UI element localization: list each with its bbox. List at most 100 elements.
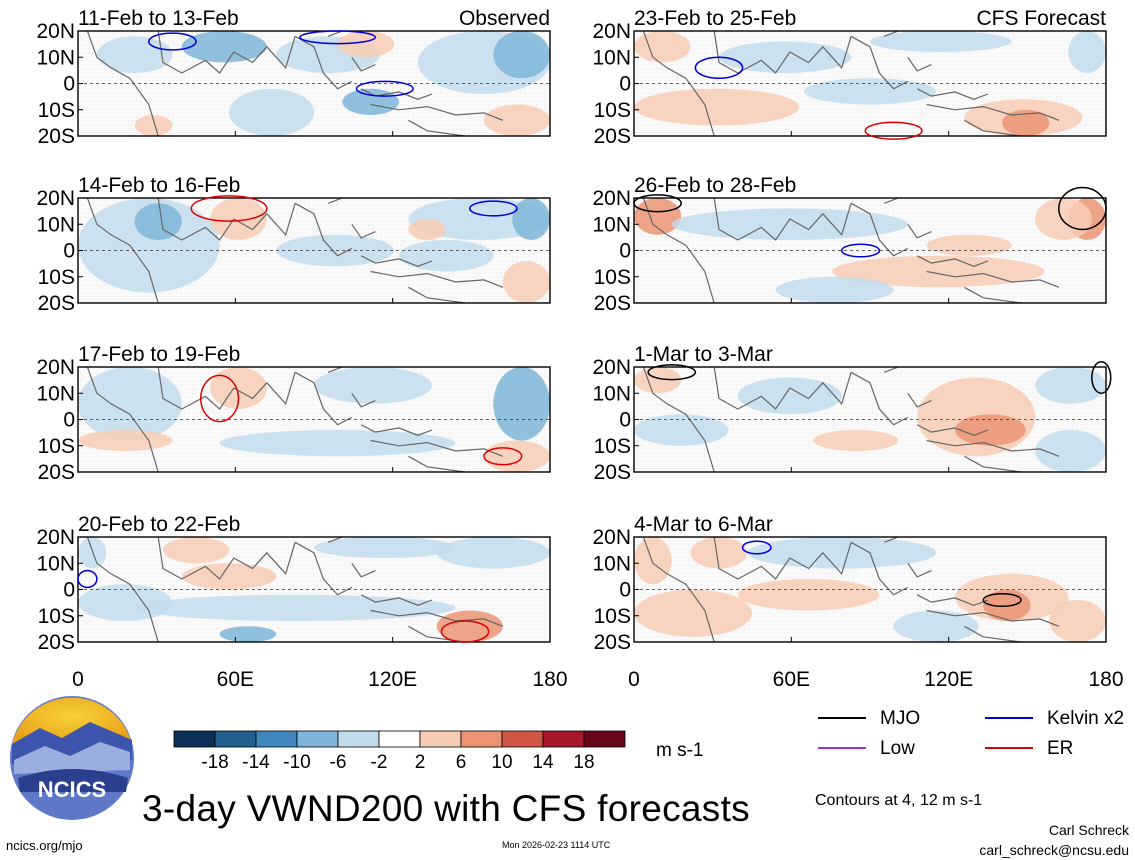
field-patch — [634, 88, 800, 126]
panel-period: 23-Feb to 25-Feb — [634, 7, 796, 30]
coastline — [360, 594, 433, 606]
coastline — [408, 286, 466, 303]
x-tick-label: 120E — [368, 668, 417, 691]
coastline — [157, 537, 296, 580]
field-patch — [493, 31, 550, 79]
coastline — [916, 424, 989, 436]
colorbar-label: 6 — [456, 752, 467, 773]
y-tick-label: 0 — [619, 240, 631, 263]
field-patch — [78, 430, 173, 451]
y-tick-label: 20S — [594, 461, 631, 484]
colorbar-swatch — [214, 730, 257, 748]
logo-valley — [18, 769, 128, 792]
y-tick-label: 10S — [38, 266, 75, 289]
footer-credit: Carl Schreck carl_schreck@ncsu.edu — [979, 820, 1129, 860]
coastline — [642, 367, 715, 472]
field-patch — [803, 78, 937, 105]
field-patch — [408, 219, 447, 240]
field-patch — [775, 276, 894, 303]
y-tick-label: 20S — [38, 125, 75, 148]
y-tick-label: 20N — [592, 526, 631, 549]
contour-legend — [818, 717, 1033, 749]
panel-4: 20N 10N 0 10S 20S 20-Feb to 22-Feb — [36, 513, 551, 654]
coastline — [916, 88, 989, 100]
panel-tag: Observed — [459, 7, 550, 30]
colorbar-swatch — [255, 730, 298, 748]
field-patch — [78, 198, 220, 293]
coastline — [294, 541, 353, 596]
coastline — [360, 424, 433, 436]
field-patch — [813, 430, 899, 451]
contour-line — [148, 32, 197, 51]
y-tick-label: 10N — [36, 382, 75, 405]
coastline — [360, 88, 433, 100]
contour-note: Contours at 4, 12 m s-1 — [815, 792, 983, 809]
contour-line — [355, 80, 414, 97]
y-tick-label: 20S — [38, 292, 75, 315]
colorbar-swatch — [337, 730, 380, 748]
field-shading — [78, 537, 550, 642]
panel-1: 20N 10N 0 10S 20S 11-Feb to 13-Feb Observed — [36, 7, 551, 148]
contour-line — [982, 592, 1022, 608]
panel-5: 20N 10N 0 10S 20S 23-Feb to 25-Feb CFS Forecas… — [592, 7, 1107, 148]
coastline — [327, 198, 343, 204]
coastline — [964, 625, 1022, 642]
field-patch — [671, 208, 908, 240]
legend-label-er: ER — [1047, 738, 1074, 759]
coastline — [907, 56, 932, 72]
field-patch — [512, 198, 550, 240]
y-tick-label: 20N — [592, 356, 631, 379]
coastline — [294, 35, 353, 90]
field-patch — [134, 594, 456, 621]
field-patch — [1035, 430, 1106, 472]
footer-email: carl_schreck@ncsu.edu — [979, 842, 1129, 858]
coastline — [642, 537, 715, 642]
coastline — [86, 537, 159, 642]
field-patch — [502, 261, 550, 303]
contour-line — [199, 374, 240, 423]
coastline — [964, 286, 1022, 303]
field-patch — [436, 610, 503, 642]
coastline — [926, 103, 1060, 121]
contour-line — [483, 447, 523, 466]
contour-line — [647, 364, 697, 381]
coastline — [916, 255, 989, 267]
coastline — [907, 562, 932, 578]
colorbar-swatch — [419, 730, 462, 748]
y-tick-label: 0 — [63, 73, 75, 96]
contour-line — [840, 243, 881, 258]
panel-7: 20N 10N 0 10S 20S 1-Mar to 3-Mar — [592, 343, 1107, 484]
coastline — [850, 202, 909, 257]
coastline — [926, 609, 1060, 627]
coastline — [86, 198, 159, 303]
colorbar-swatch — [501, 730, 544, 748]
coastline — [370, 270, 504, 288]
field-patch — [493, 367, 550, 441]
coastline — [294, 202, 353, 257]
field-patch — [634, 31, 691, 63]
coastline — [294, 371, 353, 426]
contour-line — [77, 569, 98, 589]
field-patch — [483, 440, 550, 472]
x-tick-label: 60E — [217, 668, 254, 691]
field-patch — [181, 31, 267, 63]
field-patch — [162, 537, 230, 564]
coastline — [713, 537, 852, 580]
field-patch — [314, 537, 456, 558]
coastline — [370, 103, 504, 121]
panel-period: 20-Feb to 22-Feb — [78, 513, 240, 536]
coastline — [408, 455, 466, 472]
colorbar-label: -14 — [242, 752, 270, 773]
field-patch — [634, 537, 672, 585]
colorbar: -18 -14 -10 -6 -2 2 6 10 14 18 — [173, 730, 626, 773]
y-tick-label: 0 — [63, 409, 75, 432]
field-patch — [634, 198, 682, 235]
colorbar-swatch — [583, 730, 626, 748]
field-shading — [634, 367, 1106, 472]
y-tick-label: 20S — [38, 461, 75, 484]
field-patch — [96, 36, 173, 73]
x-tick-label: 0 — [628, 668, 640, 691]
coastline — [157, 367, 296, 410]
